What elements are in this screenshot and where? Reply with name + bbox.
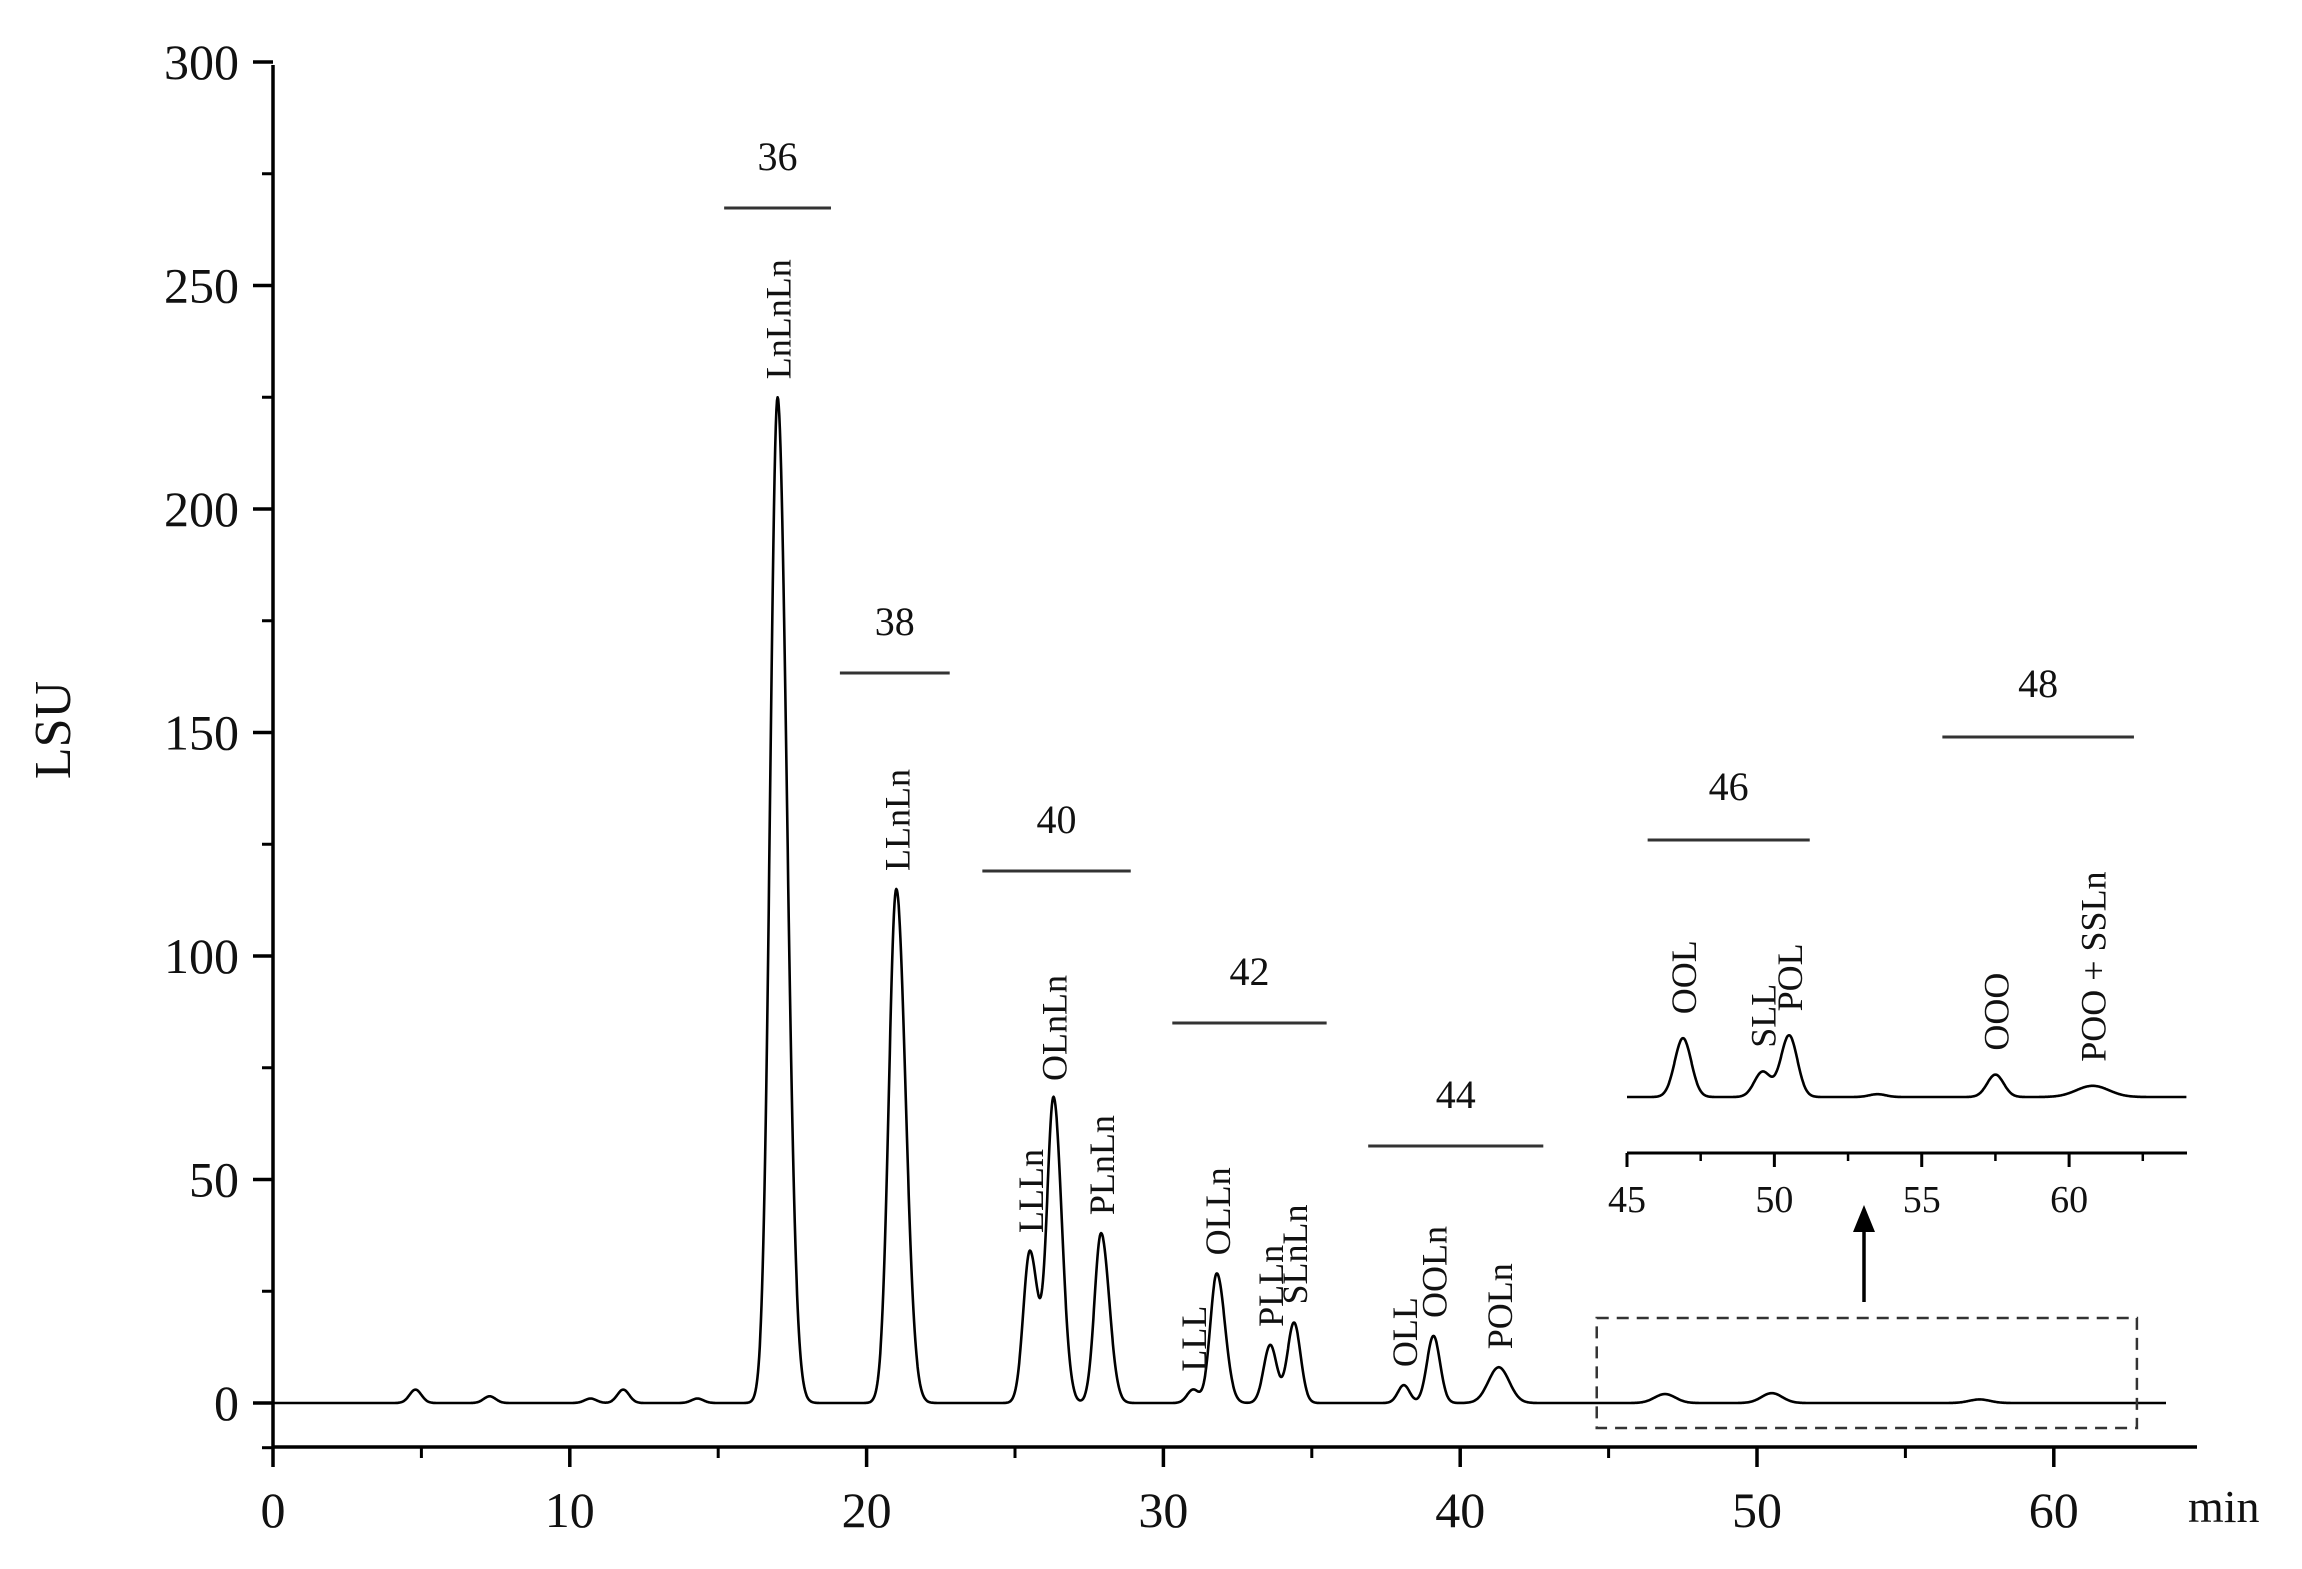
inset-peak-label: OOL [1664, 940, 1704, 1014]
inset-x-tick-label: 45 [1608, 1179, 1646, 1221]
main-axes: 0 50 100 150 200 250 300 0 10 20 30 40 50 60 [164, 34, 2197, 1538]
inset-peak-label: POO + SSLn [2074, 871, 2114, 1061]
x-tick-label: 50 [1732, 1482, 1782, 1538]
group-label: 38 [875, 599, 915, 644]
y-tick-label: 0 [214, 1375, 239, 1431]
inset-peak-label: SLL [1744, 984, 1784, 1048]
y-tick-label: 50 [189, 1152, 239, 1208]
peak-label: LLnLn [877, 769, 917, 871]
inset-x-tick-label: 55 [1903, 1179, 1941, 1221]
group-label: 42 [1229, 949, 1269, 994]
y-tick-label: 200 [164, 481, 239, 537]
y-tick-label: 300 [164, 34, 239, 90]
peak-label: PLLn [1251, 1245, 1291, 1327]
x-tick-label: 0 [261, 1482, 286, 1538]
group-bars: 36 38 40 42 44 [724, 134, 1544, 1148]
zoom-region-box [1595, 1316, 2139, 1430]
group-label: 40 [1037, 797, 1077, 842]
zoom-arrow-head [1853, 1205, 1875, 1232]
inset-trace [1626, 1034, 2188, 1099]
inset-peak-label: OOO [1976, 973, 2016, 1051]
peak-label: OLnLn [1035, 975, 1075, 1081]
y-tick-label: 250 [164, 258, 239, 314]
inset-x-tick-label: 50 [1755, 1179, 1793, 1221]
peak-label: SLnLn [1275, 1205, 1315, 1305]
peak-label: OLL [1385, 1297, 1425, 1367]
x-tick-label: 40 [1435, 1482, 1485, 1538]
peak-label: PLnLn [1082, 1115, 1122, 1215]
x-axis-label: min [2188, 1481, 2260, 1532]
inset-x-tick-label: 60 [2050, 1179, 2088, 1221]
x-tick-label: 30 [1138, 1482, 1188, 1538]
peak-label: POLn [1480, 1263, 1520, 1349]
y-tick-label: 150 [164, 705, 239, 761]
peak-label: LnLnLn [759, 259, 799, 379]
y-tick-label: 100 [164, 928, 239, 984]
x-tick-label: 60 [2029, 1482, 2079, 1538]
peak-label: OOLn [1414, 1226, 1454, 1318]
chromatogram-trace [272, 396, 2167, 1405]
main-trace-layer [272, 396, 2167, 1405]
peak-label: LLLn [1011, 1149, 1051, 1233]
inset-peak-label: POL [1770, 943, 1810, 1011]
inset-group-label: 46 [1709, 764, 1749, 809]
x-tick-label: 10 [545, 1482, 595, 1538]
inset-group-label: 48 [2018, 661, 2058, 706]
y-axis-label: LSU [25, 681, 82, 779]
peak-label: LLL [1174, 1306, 1214, 1372]
x-tick-label: 20 [842, 1482, 892, 1538]
group-label: 36 [758, 134, 798, 179]
peak-label: OLLn [1198, 1167, 1238, 1255]
group-label: 44 [1436, 1072, 1476, 1117]
